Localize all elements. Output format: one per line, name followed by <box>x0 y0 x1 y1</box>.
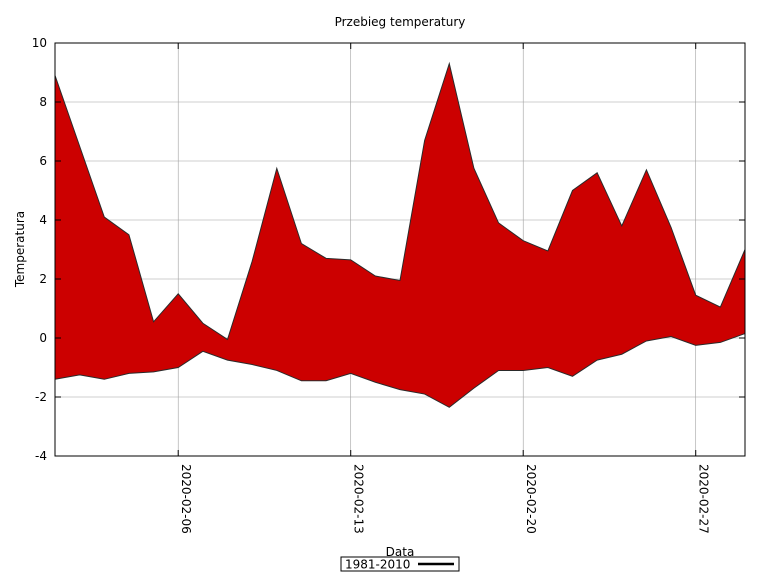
x-axis-label: Data <box>386 545 415 559</box>
legend-entry-label: 1981-2010 <box>345 558 410 572</box>
y-tick-label: 10 <box>32 36 47 50</box>
y-tick-label: -2 <box>35 390 47 404</box>
y-tick-label: 2 <box>39 272 47 286</box>
upper-series-line <box>54 61 746 341</box>
x-tick-label: 2020-02-20 <box>524 464 538 534</box>
y-axis-label: Temperatura <box>13 211 27 288</box>
plot-frame <box>54 42 746 457</box>
y-tick-label: 8 <box>39 95 47 109</box>
temperature-band-fill <box>55 63 745 408</box>
y-tick-label: -4 <box>35 449 47 463</box>
legend: 1981-2010 <box>340 556 460 572</box>
y-tick-label: 6 <box>39 154 47 168</box>
chart-title: Przebieg temperatury <box>335 15 466 29</box>
y-tick-label: 0 <box>39 331 47 345</box>
axis-ticks: -4 -2 0 2 4 6 8 10 2020-02-06 2020-02-13 2020-02-2… <box>32 36 745 534</box>
x-tick-label: 2020-02-06 <box>179 464 193 534</box>
x-tick-label: 2020-02-27 <box>697 464 711 534</box>
legend-box <box>340 556 460 572</box>
y-tick-label: 4 <box>39 213 47 227</box>
plot-area <box>54 61 746 408</box>
lower-series-line <box>54 333 746 408</box>
x-tick-label: 2020-02-13 <box>352 464 366 534</box>
